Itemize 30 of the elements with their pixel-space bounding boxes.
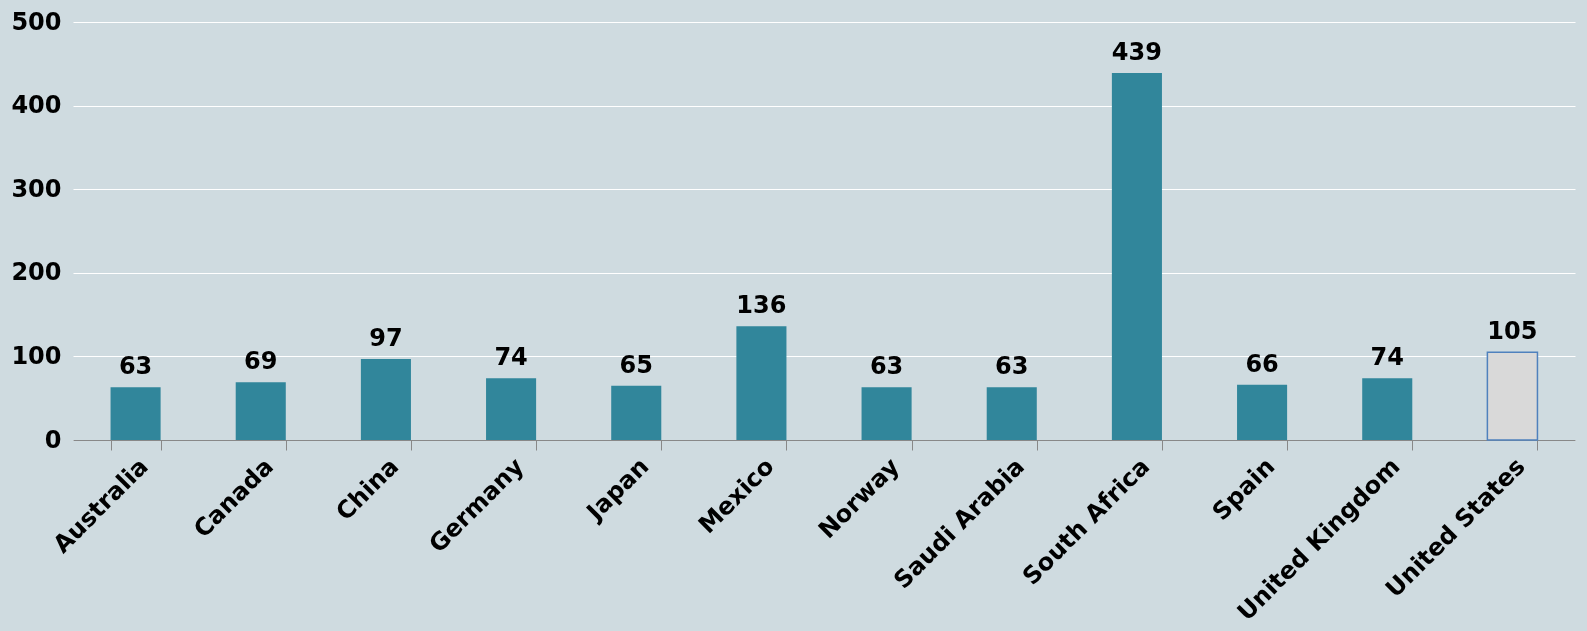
bar	[1111, 73, 1162, 440]
data-label: 66	[1245, 349, 1279, 378]
data-label: 63	[118, 352, 153, 381]
data-label: 105	[1487, 317, 1538, 346]
y-tick-label: 400	[11, 91, 62, 120]
bar	[360, 358, 411, 440]
bar	[861, 387, 912, 440]
data-label: 74	[494, 343, 528, 372]
data-label: 69	[244, 347, 278, 376]
data-label: 63	[869, 352, 904, 381]
bar	[1362, 378, 1413, 440]
y-tick-label: 500	[11, 7, 62, 36]
data-label: 65	[619, 350, 653, 379]
y-tick-label: 200	[11, 258, 62, 287]
bar	[611, 385, 662, 440]
data-label: 97	[369, 323, 403, 352]
bar	[986, 387, 1037, 440]
data-label: 136	[736, 291, 787, 320]
bar	[1237, 384, 1288, 440]
bar	[1486, 351, 1539, 441]
bar	[486, 378, 537, 440]
data-label: 74	[1370, 343, 1404, 372]
bar	[235, 382, 286, 440]
y-tick-label: 300	[11, 174, 62, 203]
y-tick-label: 100	[11, 341, 62, 370]
bar	[736, 326, 787, 440]
y-tick-label: 0	[44, 425, 62, 454]
data-label: 439	[1111, 38, 1162, 66]
data-label: 63	[995, 352, 1029, 381]
bar	[110, 387, 161, 440]
